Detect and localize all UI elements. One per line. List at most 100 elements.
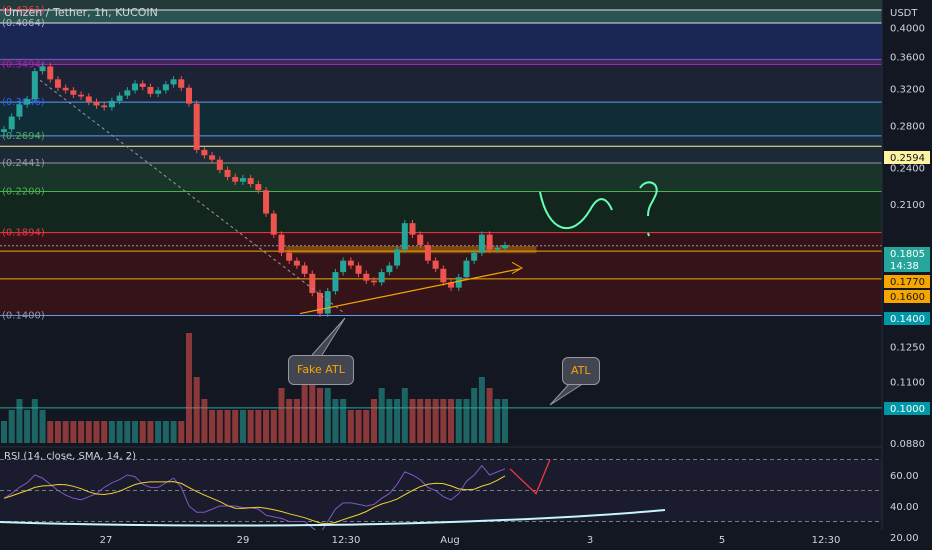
- price-badge-bg-1: [884, 247, 930, 260]
- zone-band-top: [0, 0, 882, 11]
- volume-bar-43: [332, 399, 339, 443]
- trendline-arrow: [511, 261, 524, 275]
- candle-65: [502, 245, 508, 249]
- candle-43: [332, 272, 339, 292]
- volume-bar-11: [85, 421, 92, 443]
- trend-drawings: [39, 79, 658, 406]
- volume-bar-50: [386, 399, 393, 443]
- volume-bar-22: [170, 421, 177, 443]
- price-badge-bg-6: [884, 402, 930, 415]
- price-tick-1: 0.3600: [890, 52, 925, 63]
- price-badge-bg-3: [884, 275, 930, 288]
- candle-6: [47, 66, 54, 80]
- candle-9: [70, 90, 77, 95]
- volume-bar-53: [409, 399, 416, 443]
- volume-bar-42: [324, 388, 331, 443]
- level-lines: (0.4261) (0.4064) (0.3494) (0.3046) (0.2694)…: [0, 5, 882, 409]
- price-badge-bg-0: [884, 151, 930, 164]
- zone-band-0: [0, 10, 882, 24]
- zone-band-7: [0, 191, 882, 233]
- volume-bar-15: [116, 421, 123, 443]
- candle-16: [124, 90, 131, 96]
- candle-28: [216, 159, 223, 170]
- volume-bar-12: [93, 421, 100, 443]
- candle-23: [178, 79, 185, 88]
- volume-bar-18: [139, 421, 146, 443]
- volume-bar-10: [78, 421, 85, 443]
- volume-bar-13: [101, 421, 108, 443]
- fib-label-1: (0.4064): [2, 18, 45, 29]
- candle-33: [255, 184, 262, 191]
- volume-bar-59: [455, 399, 462, 443]
- rsi-trendline: [0, 509, 666, 527]
- volume-bar-38: [293, 399, 300, 443]
- volume-bar-45: [347, 410, 354, 443]
- volume-bar-32: [247, 410, 254, 443]
- zone-band-6: [0, 162, 882, 192]
- candle-8: [62, 87, 69, 91]
- volume-bar-20: [155, 421, 162, 443]
- price-tick-3: 0.2800: [890, 121, 925, 132]
- volume-bar-6: [47, 421, 54, 443]
- handwritten-question: [639, 181, 658, 237]
- currency-label: USDT: [890, 8, 918, 19]
- candle-58: [448, 282, 455, 288]
- fake-atl-pointer: [311, 317, 346, 356]
- candle-34: [263, 190, 270, 214]
- candle-32: [247, 178, 254, 185]
- candle-29: [224, 169, 231, 177]
- candle-10: [78, 94, 85, 97]
- volume-bar-54: [417, 399, 424, 443]
- candle-5: [39, 66, 46, 72]
- volume-bar-52: [401, 388, 408, 443]
- candle-14: [108, 100, 115, 108]
- price-tick-5: 0.2100: [890, 200, 925, 211]
- price-badge-3: 0.1770: [890, 277, 925, 288]
- candle-48: [370, 280, 377, 283]
- volume-bar-1: [8, 410, 15, 443]
- volume-bar-26: [201, 399, 208, 443]
- fib-label-2: (0.3494): [2, 59, 45, 70]
- price-tick-7: 0.1250: [890, 343, 925, 354]
- price-tick-8: 0.1100: [890, 378, 925, 389]
- volume-bars: [1, 333, 508, 443]
- volume-bar-48: [370, 399, 377, 443]
- candle-25: [193, 103, 200, 150]
- volume-bar-3: [24, 410, 31, 443]
- fib-label-7: (0.1894): [2, 228, 45, 239]
- rsi-tick-2: 20.00: [890, 533, 919, 544]
- volume-bar-44: [340, 399, 347, 443]
- candle-2: [16, 104, 23, 117]
- volume-bar-64: [494, 399, 501, 443]
- volume-bar-57: [440, 399, 447, 443]
- zone-band-4: [0, 102, 882, 136]
- volume-bar-55: [424, 399, 431, 443]
- candle-41: [317, 292, 324, 314]
- fake-atl-callout: Fake ATL: [288, 355, 354, 385]
- volume-bar-63: [486, 388, 493, 443]
- volume-bar-41: [317, 388, 324, 443]
- candle-22: [170, 79, 177, 85]
- candle-53: [409, 223, 416, 235]
- candle-36: [278, 234, 285, 253]
- volume-bar-37: [286, 399, 293, 443]
- volume-bar-19: [147, 421, 154, 443]
- volume-bar-35: [270, 410, 277, 443]
- volume-bar-29: [224, 410, 231, 443]
- volume-bar-56: [432, 399, 439, 443]
- volume-bar-60: [463, 399, 470, 443]
- fib-label-8: (0.1400): [2, 311, 45, 322]
- price-badge-bg-2: [884, 259, 930, 272]
- time-axis-bg: [0, 530, 932, 550]
- rsi-tick-1: 40.00: [890, 502, 919, 513]
- volume-bar-23: [178, 421, 185, 443]
- volume-bar-14: [108, 421, 115, 443]
- volume-bar-4: [31, 399, 38, 443]
- volume-bar-9: [70, 421, 77, 443]
- fib-label-3: (0.3046): [2, 97, 45, 108]
- candle-50: [386, 265, 393, 273]
- fib-label-6: (0.2200): [2, 186, 45, 197]
- time-label-6: 12:30: [812, 535, 841, 546]
- candle-62: [478, 234, 485, 253]
